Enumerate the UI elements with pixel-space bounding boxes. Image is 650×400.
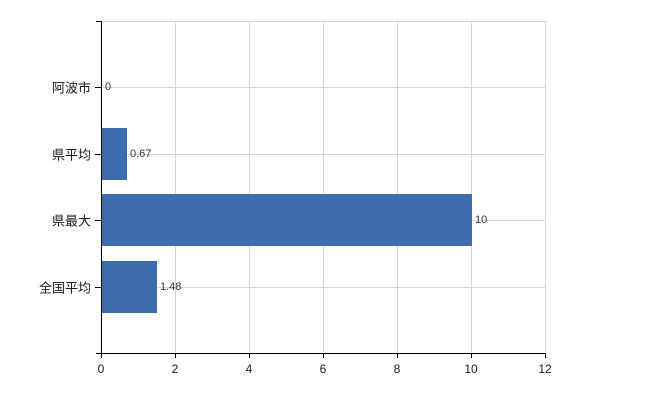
bar [102, 261, 157, 313]
horizontal-gridline [101, 154, 545, 155]
horizontal-gridline [101, 87, 545, 88]
x-tick-label: 6 [319, 362, 327, 376]
vertical-gridline [545, 21, 546, 353]
y-axis-line [101, 21, 102, 353]
x-axis-tick [101, 353, 102, 358]
x-tick-label: 12 [538, 362, 552, 376]
x-tick-label: 10 [464, 362, 478, 376]
bar-value-label: 0.67 [130, 147, 152, 160]
vertical-gridline [397, 21, 398, 353]
vertical-gridline [323, 21, 324, 353]
category-label: 県平均 [51, 147, 91, 163]
category-tick [95, 287, 101, 288]
y-axis-top-end-tick [96, 21, 101, 22]
x-axis-tick [545, 353, 546, 358]
category-tick [95, 154, 101, 155]
x-axis-line [96, 353, 546, 354]
category-tick [95, 220, 101, 221]
x-tick-label: 8 [393, 362, 401, 376]
x-axis-tick [249, 353, 250, 358]
category-label: 県最大 [51, 213, 91, 229]
vertical-gridline [471, 21, 472, 353]
x-axis-tick [471, 353, 472, 358]
category-label: 全国平均 [38, 280, 91, 296]
category-tick [95, 87, 101, 88]
bar-value-label: 0 [105, 81, 112, 94]
bar-value-label: 1.48 [160, 280, 182, 293]
vertical-gridline [175, 21, 176, 353]
x-axis-tick [323, 353, 324, 358]
x-tick-label: 0 [97, 362, 105, 376]
x-tick-label: 4 [245, 362, 253, 376]
category-label: 阿波市 [51, 80, 91, 96]
bar [102, 194, 472, 246]
horizontal-gridline [101, 287, 545, 288]
x-axis-tick [397, 353, 398, 358]
x-axis-tick [175, 353, 176, 358]
bar [102, 128, 127, 180]
vertical-gridline [249, 21, 250, 353]
x-tick-label: 2 [171, 362, 179, 376]
bar-value-label: 10 [475, 214, 488, 227]
